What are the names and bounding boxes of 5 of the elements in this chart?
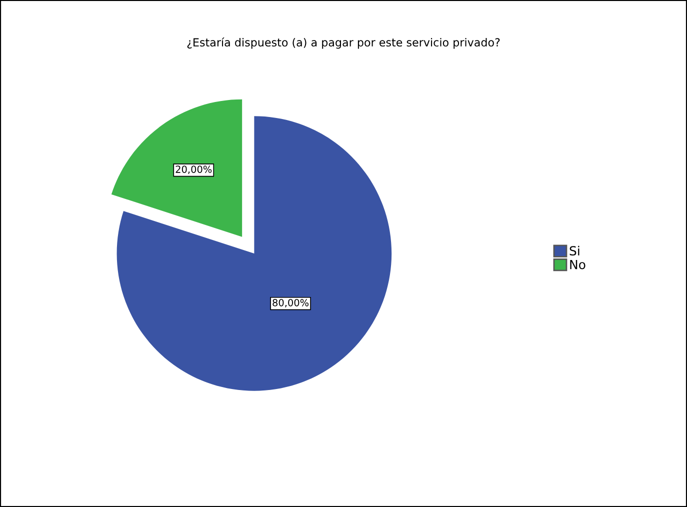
data-label: 80,00% (272, 298, 309, 308)
chart-title: ¿Estaría dispuesto (a) a pagar por este servicio privado? (187, 37, 500, 49)
legend-label: No (570, 260, 586, 270)
legend-label: Si (570, 246, 580, 256)
data-label: 20,00% (176, 166, 212, 174)
